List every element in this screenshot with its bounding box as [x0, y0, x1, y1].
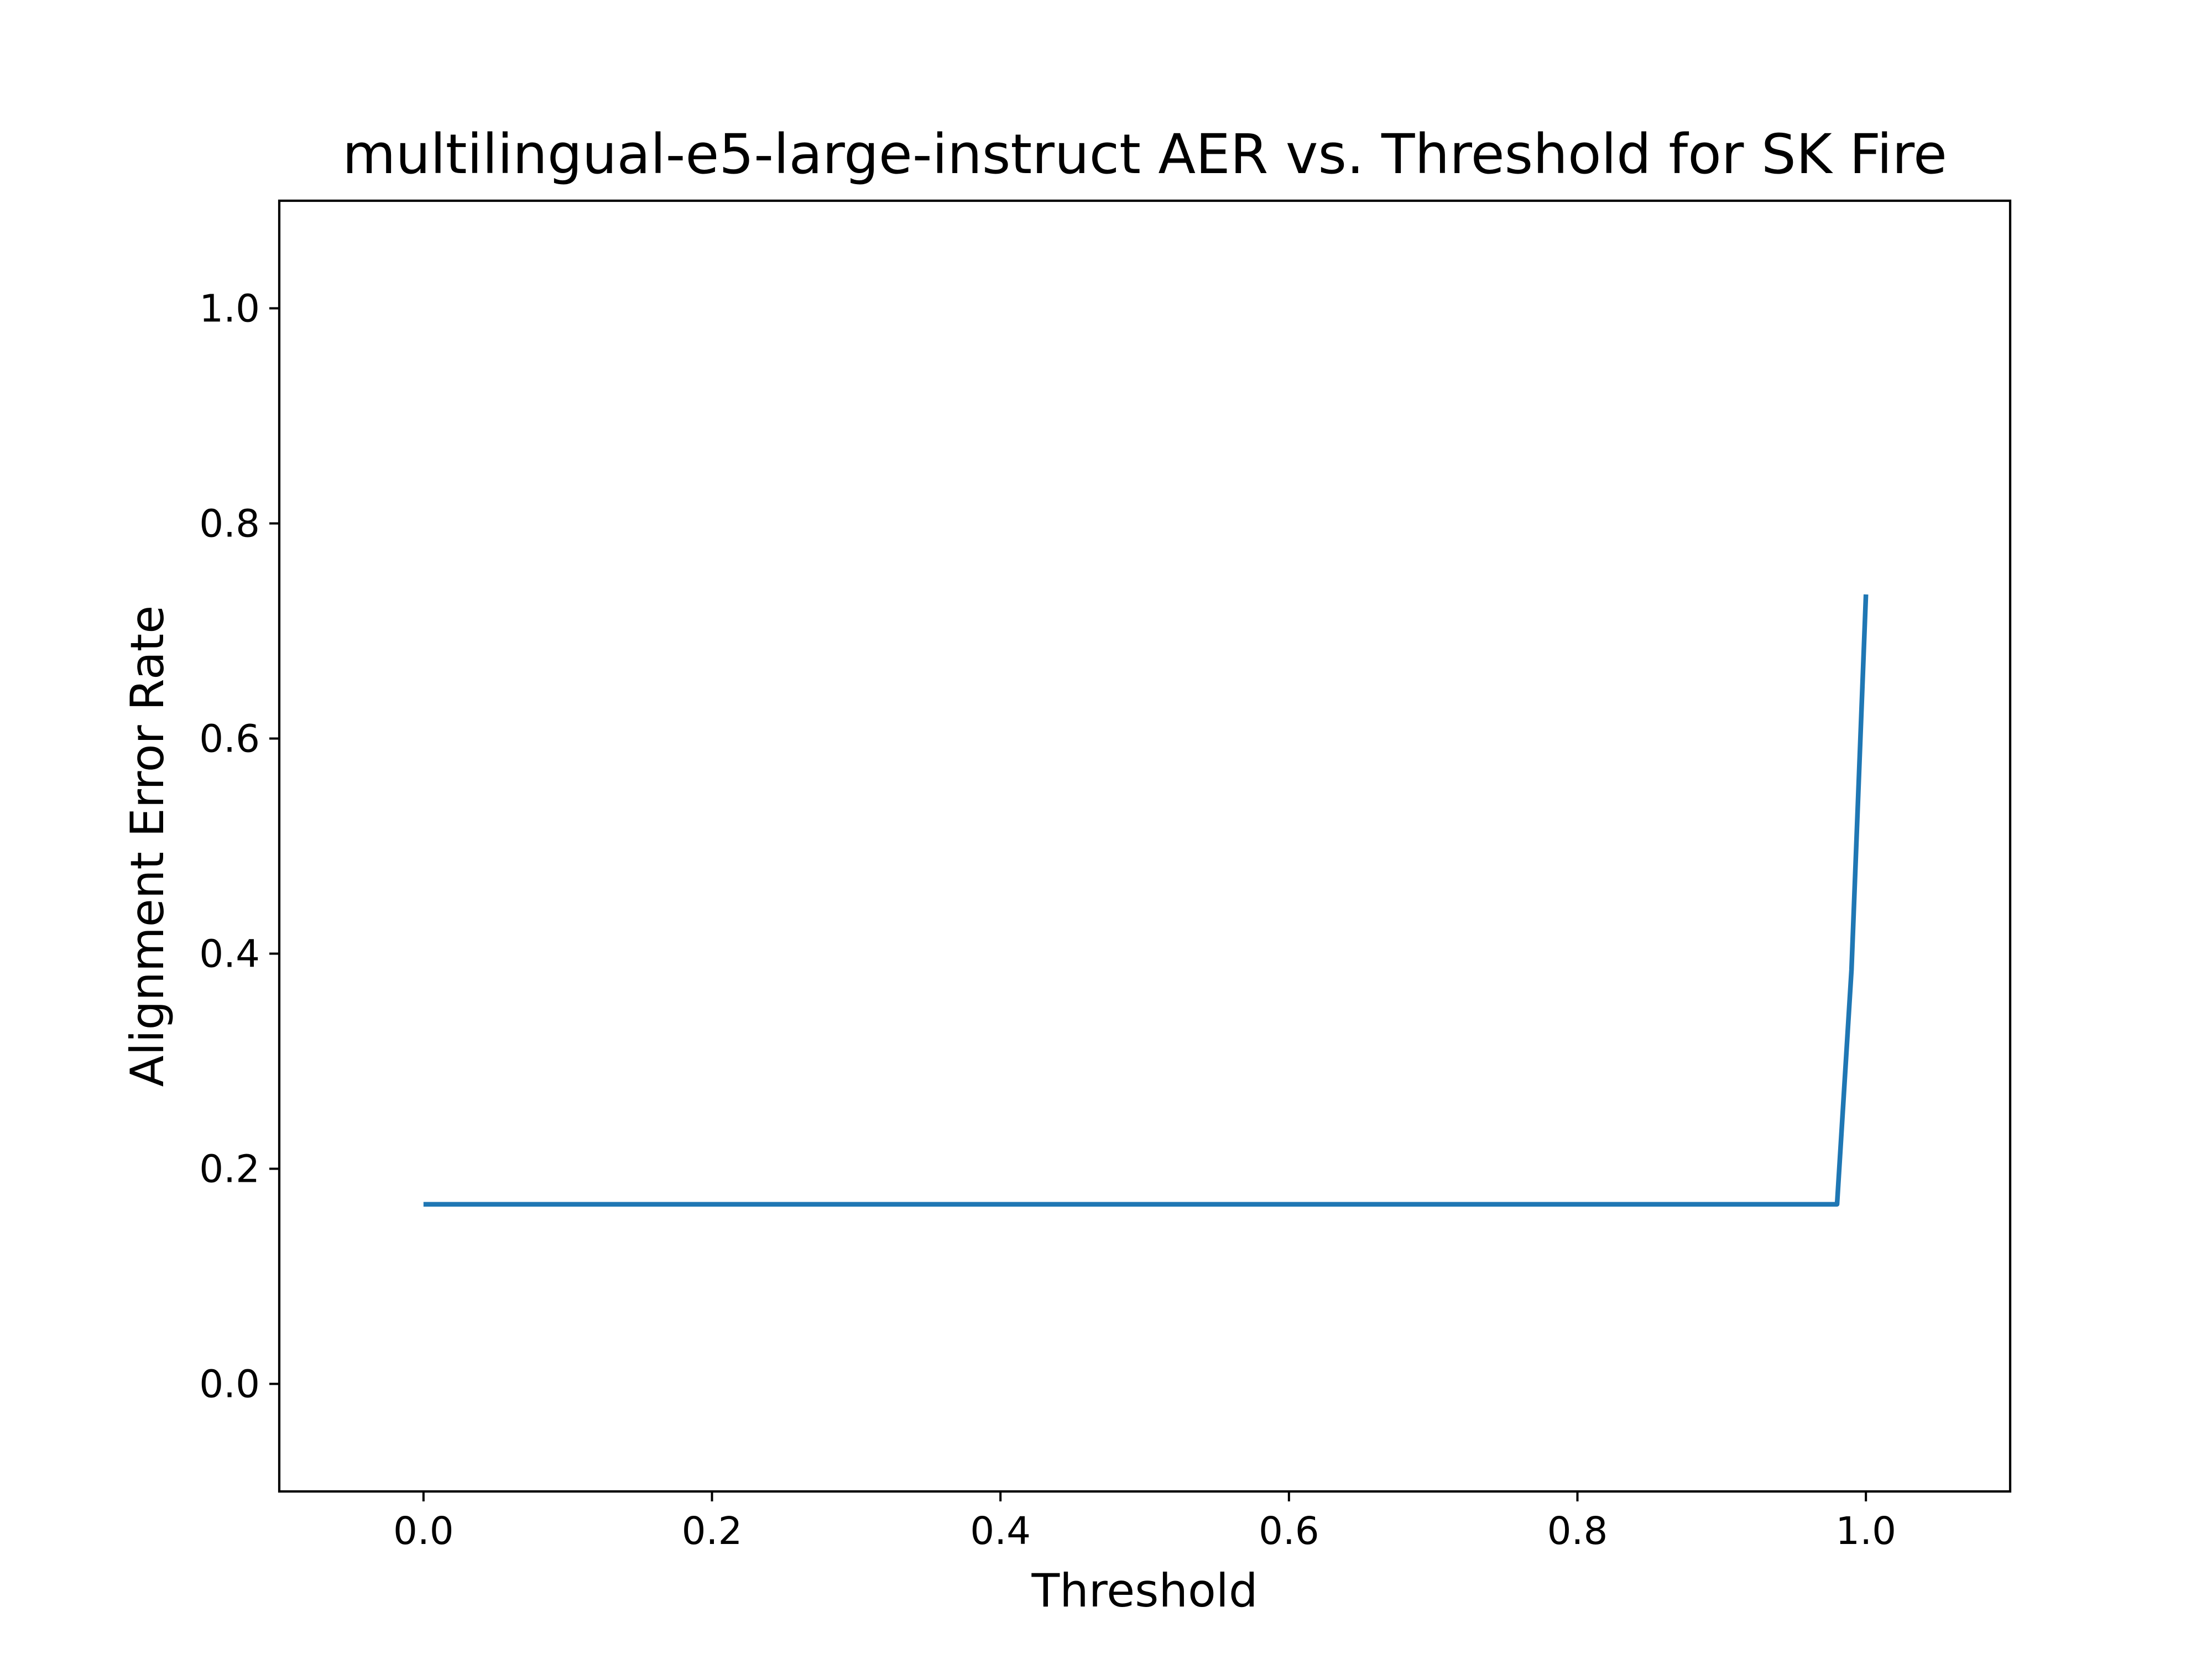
x-tick-label: 1.0 — [1835, 1509, 1896, 1553]
x-tick-label: 0.6 — [1259, 1509, 1319, 1553]
y-tick-label: 0.2 — [199, 1147, 260, 1192]
y-tick-label: 1.0 — [199, 287, 260, 331]
x-tick-label: 0.8 — [1547, 1509, 1608, 1553]
x-tick-label: 0.4 — [970, 1509, 1031, 1553]
x-tick-label: 0.2 — [682, 1509, 743, 1553]
y-tick-label: 0.4 — [199, 932, 260, 977]
x-tick-label: 0.0 — [393, 1509, 454, 1553]
y-axis-label: Alignment Error Rate — [121, 606, 174, 1087]
y-tick-label: 0.8 — [199, 502, 260, 546]
y-axis-ticks: 0.0 0.2 0.4 0.6 0.8 1.0 — [199, 287, 279, 1407]
series-line — [423, 594, 1869, 1207]
x-axis-ticks: 0.0 0.2 0.4 0.6 0.8 1.0 — [393, 1491, 1896, 1553]
y-tick-label: 0.6 — [199, 717, 260, 761]
plot-frame — [278, 199, 2012, 1493]
y-tick-label: 0.0 — [199, 1363, 260, 1407]
chart-title: multilingual-e5-large-instruct AER vs. T… — [342, 123, 1947, 186]
x-axis-label: Threshold — [1031, 1564, 1258, 1618]
